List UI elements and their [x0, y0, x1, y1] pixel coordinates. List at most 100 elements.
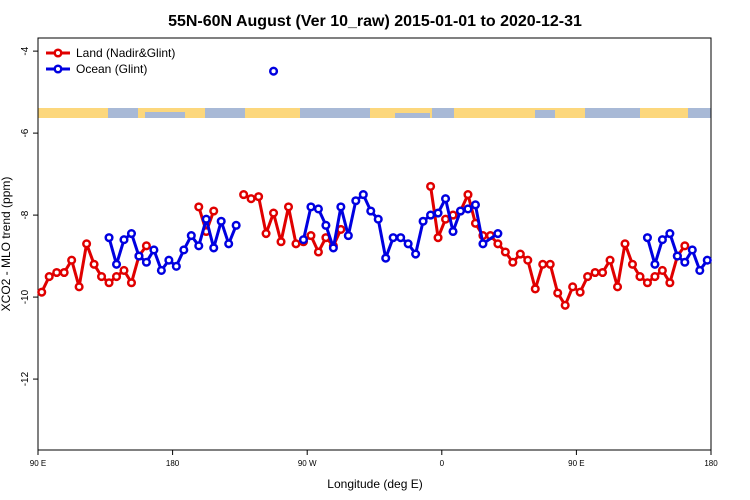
data-point	[538, 259, 548, 269]
data-point	[179, 245, 189, 255]
legend-marker	[53, 48, 63, 58]
data-point	[306, 231, 316, 241]
data-point	[141, 257, 151, 267]
data-point	[665, 278, 675, 288]
x-tick-label: 180	[166, 459, 180, 468]
map-strip	[38, 108, 711, 118]
data-point	[313, 204, 323, 214]
y-tick-label: -6	[20, 128, 31, 137]
legend-marker	[53, 64, 63, 74]
data-point	[111, 272, 122, 282]
x-axis-label: Longitude (deg E)	[327, 477, 422, 491]
x-tick-label: 180	[704, 459, 718, 468]
data-point	[67, 255, 77, 265]
data-point	[59, 267, 69, 278]
data-point	[568, 282, 578, 292]
map-ocean	[535, 110, 555, 118]
legend-label: Land (Nadir&Glint)	[76, 46, 175, 60]
data-point	[283, 202, 294, 212]
data-point	[657, 235, 667, 245]
data-point	[388, 233, 398, 243]
data-point	[343, 231, 353, 241]
data-point	[291, 239, 301, 249]
x-tick-label: 90 E	[30, 459, 46, 468]
data-point	[433, 233, 443, 243]
data-point	[635, 272, 645, 282]
x-tick-label: 90 E	[568, 459, 584, 468]
data-point	[523, 255, 533, 265]
data-point	[164, 255, 174, 265]
data-point	[448, 226, 458, 237]
data-point	[89, 259, 99, 269]
data-point	[111, 259, 122, 269]
data-point	[194, 241, 204, 251]
data-point	[396, 233, 406, 243]
x-tick-label: 0	[440, 459, 445, 468]
data-point	[254, 192, 264, 202]
map-ocean	[300, 108, 370, 118]
data-point	[224, 239, 234, 249]
data-point	[201, 214, 211, 224]
data-point	[366, 206, 376, 216]
data-point	[269, 208, 279, 218]
data-point	[426, 210, 436, 220]
data-point	[194, 202, 204, 212]
data-point	[672, 251, 682, 261]
data-point	[186, 231, 196, 241]
data-point	[545, 259, 555, 269]
y-tick-label: -12	[20, 371, 31, 386]
data-point	[463, 190, 473, 200]
y-tick-label: -4	[20, 46, 31, 55]
data-point	[74, 282, 84, 292]
data-point	[463, 204, 473, 214]
y-tick-label: -8	[20, 210, 31, 219]
data-point	[269, 66, 279, 76]
data-point	[687, 245, 697, 255]
map-ocean	[395, 113, 430, 118]
x-tick-label: 90 W	[298, 459, 317, 468]
data-point	[650, 272, 660, 282]
data-point	[239, 190, 249, 200]
data-point	[575, 287, 585, 297]
data-point	[126, 228, 137, 239]
data-point	[598, 267, 608, 278]
data-point	[44, 272, 54, 282]
data-point	[216, 216, 226, 226]
map-ocean	[432, 108, 454, 118]
data-point	[515, 249, 525, 259]
data-point	[141, 241, 151, 251]
data-point	[680, 241, 690, 251]
data-point	[642, 233, 652, 243]
data-point	[276, 237, 286, 247]
data-point	[455, 206, 466, 216]
map-ocean	[108, 108, 138, 118]
data-point	[650, 259, 660, 269]
data-point	[119, 265, 129, 275]
data-point	[493, 228, 503, 239]
data-point	[411, 249, 421, 259]
data-point	[104, 278, 114, 288]
data-point	[583, 272, 593, 282]
data-point	[433, 208, 443, 218]
data-point	[149, 245, 159, 255]
y-axis-label: XCO2 - MLO trend (ppm)	[0, 177, 13, 312]
data-point	[82, 239, 92, 249]
data-point	[261, 228, 271, 239]
data-point	[440, 194, 451, 204]
plot-frame	[37, 37, 712, 451]
data-point	[403, 239, 413, 249]
data-point	[381, 253, 391, 263]
data-point	[553, 288, 563, 298]
data-point	[209, 243, 219, 253]
data-point	[313, 247, 323, 257]
data-point	[508, 257, 518, 267]
data-point	[328, 243, 338, 253]
data-point	[418, 216, 428, 226]
data-point	[231, 220, 241, 230]
data-point	[702, 255, 712, 265]
map-land	[38, 108, 711, 118]
legend-label: Ocean (Glint)	[76, 62, 147, 76]
data-point	[605, 255, 615, 265]
data-point	[156, 265, 166, 275]
